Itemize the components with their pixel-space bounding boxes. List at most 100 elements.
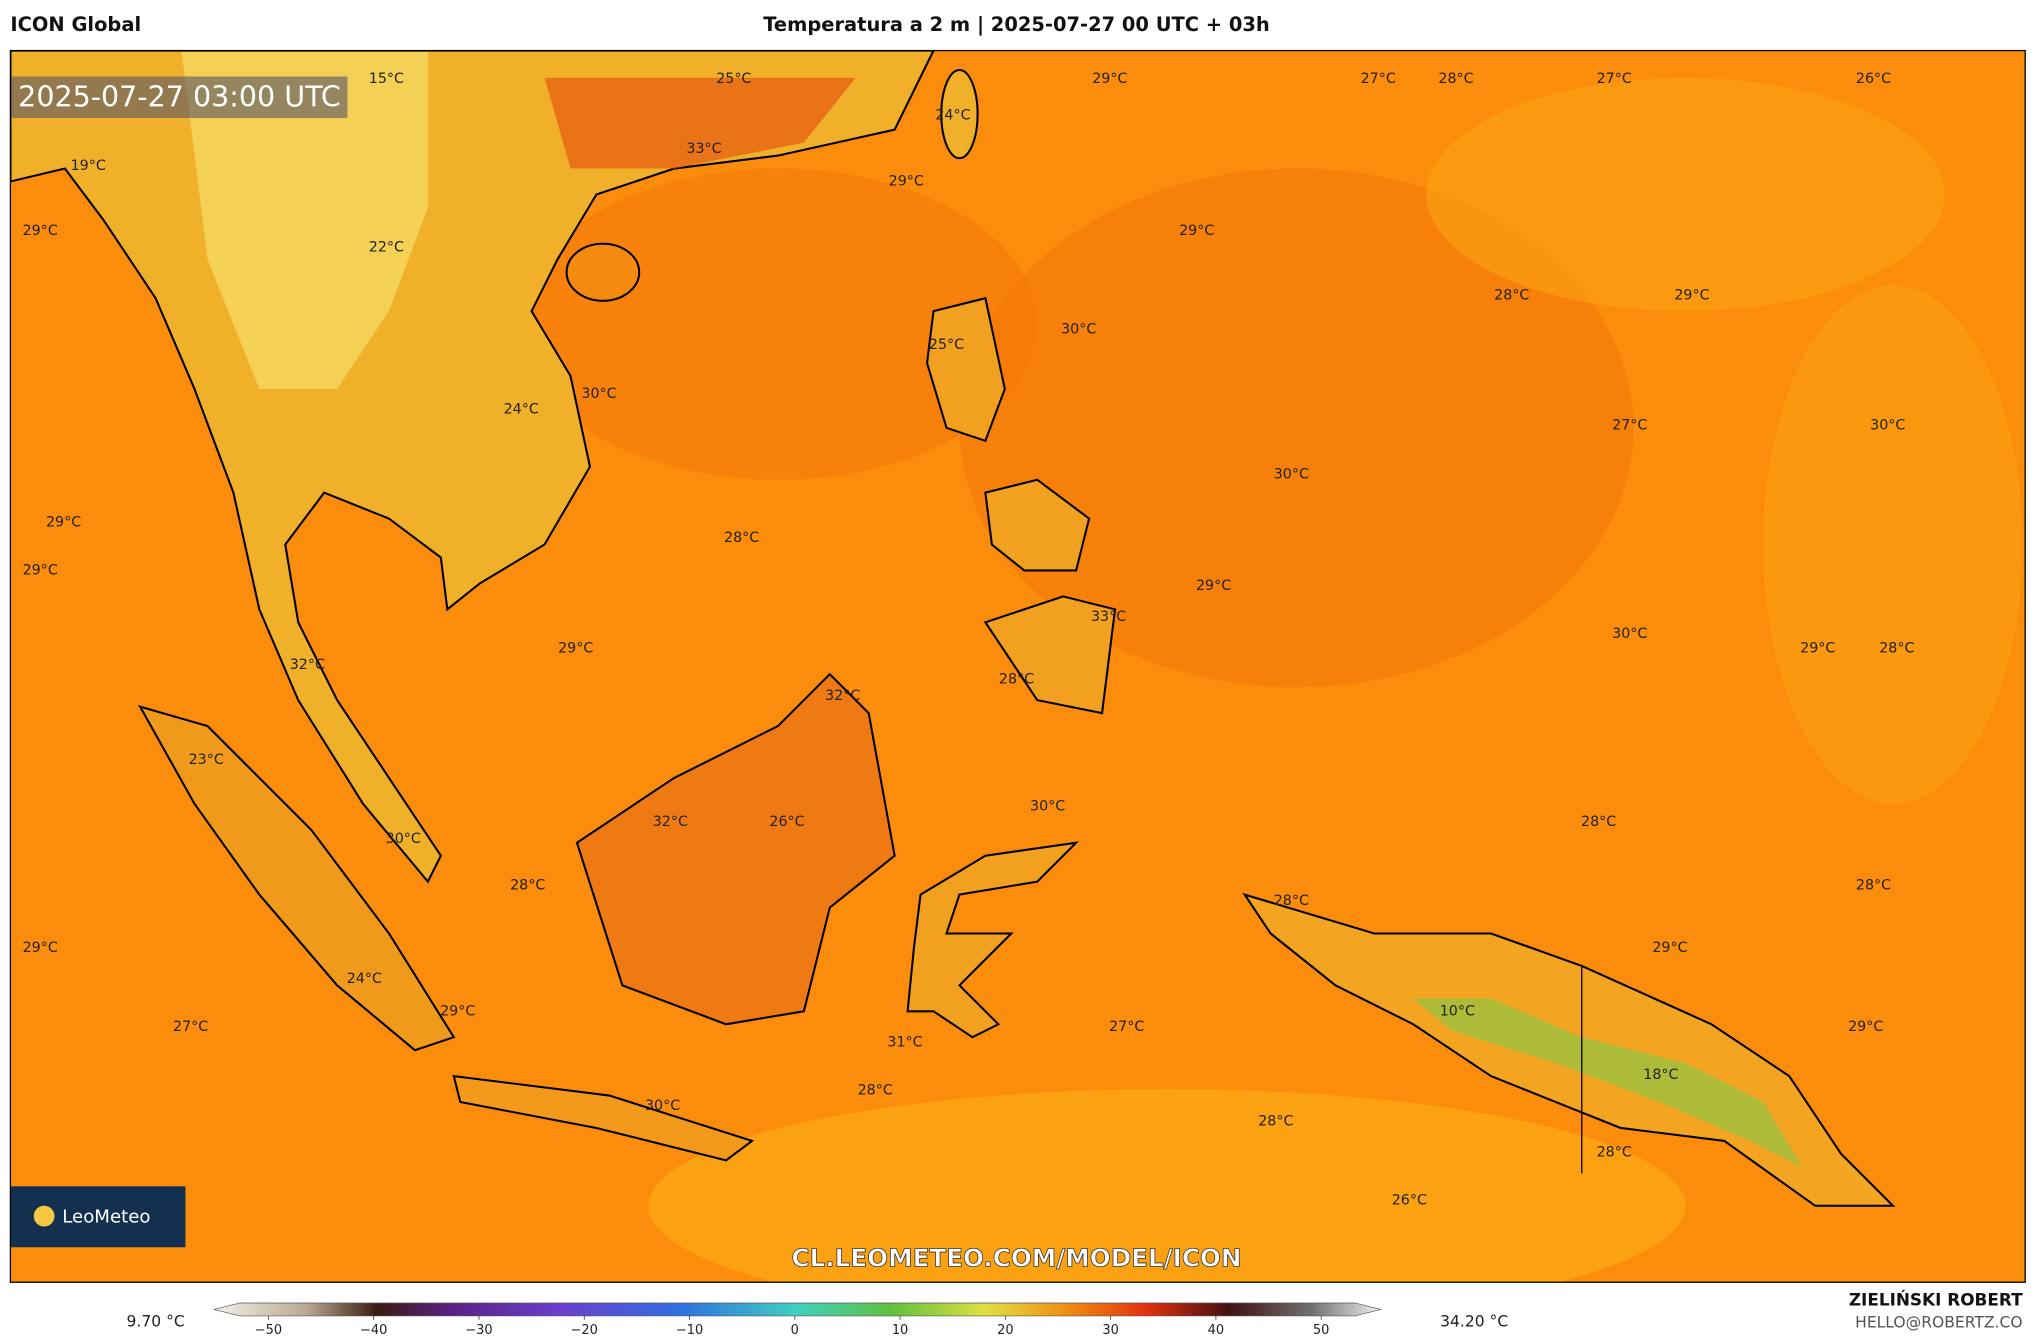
logo-sun <box>33 1205 55 1227</box>
temperature-label: 28°C <box>1597 1145 1632 1161</box>
temperature-label: 29°C <box>1674 288 1709 304</box>
temperature-label: 28°C <box>510 878 545 894</box>
land-hainan <box>565 242 641 302</box>
temperature-label: 29°C <box>23 562 58 578</box>
temperature-label: 19°C <box>71 158 106 174</box>
temperature-label: 29°C <box>1179 223 1214 239</box>
colorbar-tick-label: −40 <box>360 1323 387 1338</box>
colorbar-tick-label: 30 <box>1102 1323 1118 1338</box>
temperature-label: 28°C <box>1258 1113 1293 1129</box>
temperature-label: 28°C <box>1274 893 1309 909</box>
temperature-label: 25°C <box>929 337 964 353</box>
temperature-label: 30°C <box>1061 321 1096 337</box>
temperature-label: 28°C <box>1494 288 1529 304</box>
temperature-label: 28°C <box>858 1082 893 1098</box>
highland <box>1413 998 1803 1167</box>
temperature-label: 26°C <box>769 814 804 830</box>
colorbar-min: 9.70 °C <box>127 1312 185 1330</box>
colorbar-tick-label: −50 <box>255 1323 282 1338</box>
temperature-label: 31°C <box>887 1034 922 1050</box>
cool-area <box>1426 77 1945 312</box>
temperature-label: 30°C <box>581 386 616 402</box>
land-sumatra <box>137 704 456 1052</box>
temperature-label: 29°C <box>1652 940 1687 956</box>
colorbar: −50 −40 −30 −20 −10 0 10 20 30 40 50 9.70 °C 34.20… <box>127 1302 1508 1338</box>
temperature-label: 29°C <box>46 514 81 530</box>
temperature-label: 30°C <box>386 831 421 847</box>
timestamp: 2025-07-27 03:00 UTC <box>18 80 341 113</box>
colorbar-tick-label: 40 <box>1208 1323 1224 1338</box>
temperature-label: 26°C <box>1392 1193 1427 1209</box>
temperature-label: 28°C <box>1879 640 1914 656</box>
temperature-labels: 15°C 25°C 29°C 27°C 28°C 27°C 26°C 24°C 33°C 19°C… <box>23 71 1915 1208</box>
colorbar-ticks: −50 −40 −30 −20 −10 0 10 20 30 40 50 <box>255 1315 1329 1338</box>
colorbar-tick-label: 0 <box>791 1323 799 1338</box>
cool-area <box>648 1089 1686 1283</box>
colorbar-tick-label: 20 <box>997 1323 1013 1338</box>
temperature-label: 28°C <box>724 530 759 546</box>
colorbar-tick-label: −30 <box>465 1323 492 1338</box>
temperature-label: 30°C <box>1612 626 1647 642</box>
temperature-label: 27°C <box>1612 417 1647 433</box>
temperature-label: 25°C <box>716 71 751 87</box>
land-java <box>452 1074 755 1162</box>
colorbar-tick-label: −20 <box>571 1323 598 1338</box>
land-mindanao <box>983 595 1117 715</box>
warm-area <box>518 168 1038 480</box>
logo-text: LeoMeteo <box>62 1207 150 1228</box>
temperature-label: 27°C <box>173 1019 208 1035</box>
temperature-label: 24°C <box>347 971 382 987</box>
map-title: Temperatura a 2 m | 2025-07-27 00 UTC + … <box>763 13 1270 36</box>
model-name: ICON Global <box>10 13 141 36</box>
temperature-label: 29°C <box>440 1003 475 1019</box>
temperature-label: 29°C <box>889 174 924 190</box>
temperature-label: 10°C <box>1440 1003 1475 1019</box>
temperature-label: 30°C <box>1030 798 1065 814</box>
temperature-label: 30°C <box>1870 417 1905 433</box>
temperature-label: 33°C <box>1091 609 1126 625</box>
hot-area <box>544 77 856 169</box>
highland <box>181 51 428 389</box>
timestamp-box <box>10 76 348 118</box>
temperature-label: 15°C <box>369 71 404 87</box>
contact: HELLO@ROBERTZ.CO <box>1855 1314 2022 1332</box>
temperature-label: 22°C <box>369 240 404 256</box>
temperature-label: 24°C <box>504 402 539 418</box>
temperature-label: 32°C <box>653 814 688 830</box>
temperature-label: 30°C <box>1274 467 1309 483</box>
temperature-label: 30°C <box>645 1098 680 1114</box>
land-luzon <box>925 296 1006 443</box>
colorbar-tick-label: 10 <box>892 1323 908 1338</box>
temperature-label: 29°C <box>1196 578 1231 594</box>
temperature-label: 33°C <box>686 141 721 157</box>
author: ZIELIŃSKI ROBERT <box>1849 1289 2023 1310</box>
temperature-label: 24°C <box>935 107 970 123</box>
temperature-label: 29°C <box>23 223 58 239</box>
warm-area <box>959 168 1634 688</box>
temperature-label: 28°C <box>1438 71 1473 87</box>
temperature-label: 29°C <box>558 640 593 656</box>
colorbar-max: 34.20 °C <box>1440 1312 1508 1330</box>
temperature-label: 27°C <box>1361 71 1396 87</box>
land-borneo <box>575 672 896 1026</box>
temperature-label: 32°C <box>290 657 325 673</box>
temperature-label: 28°C <box>999 671 1034 687</box>
land-taiwan <box>940 68 979 160</box>
temperature-label: 29°C <box>1800 640 1835 656</box>
temperature-label: 32°C <box>825 688 860 704</box>
temperature-label: 27°C <box>1109 1019 1144 1035</box>
map-frame <box>9 49 2026 1283</box>
cool-area <box>1763 285 2023 804</box>
colorbar-scale <box>213 1302 1381 1317</box>
temperature-label: 18°C <box>1643 1067 1678 1083</box>
temperature-label: 28°C <box>1581 814 1616 830</box>
land-visayas <box>984 478 1091 572</box>
land-sulawesi <box>906 841 1080 1039</box>
watermark: CL.LEOMETEO.COM/MODEL/ICON <box>792 1244 1242 1273</box>
temperature-label: 26°C <box>1856 71 1891 87</box>
colorbar-tick-label: 50 <box>1313 1323 1329 1338</box>
temperature-label: 29°C <box>23 940 58 956</box>
temperature-label: 29°C <box>1848 1019 1883 1035</box>
